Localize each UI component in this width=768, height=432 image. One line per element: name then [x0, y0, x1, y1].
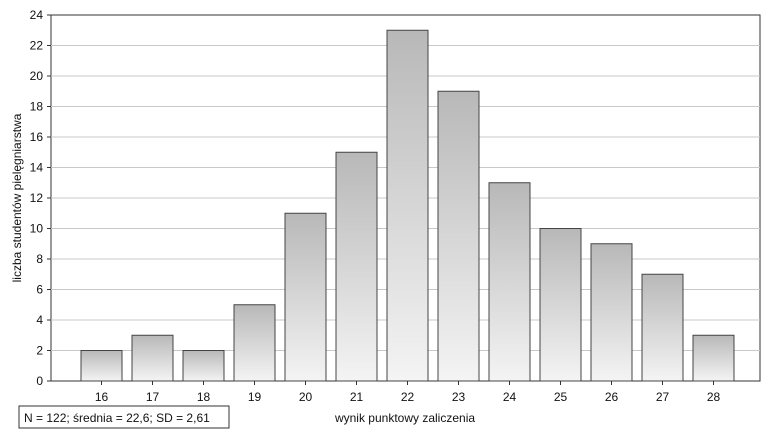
x-tick-label: 21 — [350, 390, 364, 404]
y-tick-label: 12 — [30, 191, 44, 205]
x-tick-label: 19 — [248, 390, 262, 404]
y-tick-label: 2 — [36, 344, 43, 358]
bar-18 — [182, 350, 225, 382]
x-tick-label: 23 — [452, 390, 466, 404]
x-tick-label: 20 — [299, 390, 313, 404]
x-tick-label: 26 — [605, 390, 619, 404]
y-tick-label: 22 — [30, 39, 44, 53]
bar-24 — [488, 182, 531, 382]
stats-annotation: N = 122; średnia = 22,6; SD = 2,61 — [24, 411, 210, 425]
bar-25 — [539, 228, 582, 382]
bar-23 — [437, 90, 480, 382]
stats-box — [18, 405, 230, 429]
x-axis-label: wynik punktowy zaliczenia — [334, 411, 475, 425]
y-tick-label: 16 — [30, 130, 44, 144]
y-tick-label: 6 — [36, 283, 43, 297]
y-tick-label: 24 — [30, 8, 44, 22]
y-tick-label: 20 — [30, 69, 44, 83]
bar-16 — [80, 350, 123, 382]
bar-27 — [641, 273, 684, 382]
y-axis-label: liczba studentów pielęgniarstwa — [10, 113, 24, 282]
y-tick-label: 0 — [36, 374, 43, 388]
x-tick-label: 16 — [95, 390, 109, 404]
bar-21 — [335, 151, 378, 382]
x-tick-label: 17 — [146, 390, 160, 404]
x-tick-label: 22 — [401, 390, 415, 404]
bar-17 — [131, 334, 174, 382]
x-tick-label: 24 — [503, 390, 517, 404]
bar-22 — [386, 29, 429, 382]
x-tick-label: 27 — [656, 390, 670, 404]
bar-20 — [284, 212, 327, 382]
x-tick-label: 18 — [197, 390, 211, 404]
bar-26 — [590, 243, 633, 382]
bars — [80, 29, 735, 382]
bar-19 — [233, 304, 276, 382]
y-tick-label: 8 — [36, 252, 43, 266]
y-tick-label: 10 — [30, 222, 44, 236]
y-tick-label: 18 — [30, 100, 44, 114]
x-tick-label: 25 — [554, 390, 568, 404]
y-tick-label: 14 — [30, 161, 44, 175]
y-tick-label: 4 — [36, 313, 43, 327]
bar-28 — [692, 334, 735, 382]
x-tick-label: 28 — [707, 390, 721, 404]
x-axis-ticks: 16 17 18 19 20 21 22 23 24 25 26 27 28 — [95, 381, 721, 404]
